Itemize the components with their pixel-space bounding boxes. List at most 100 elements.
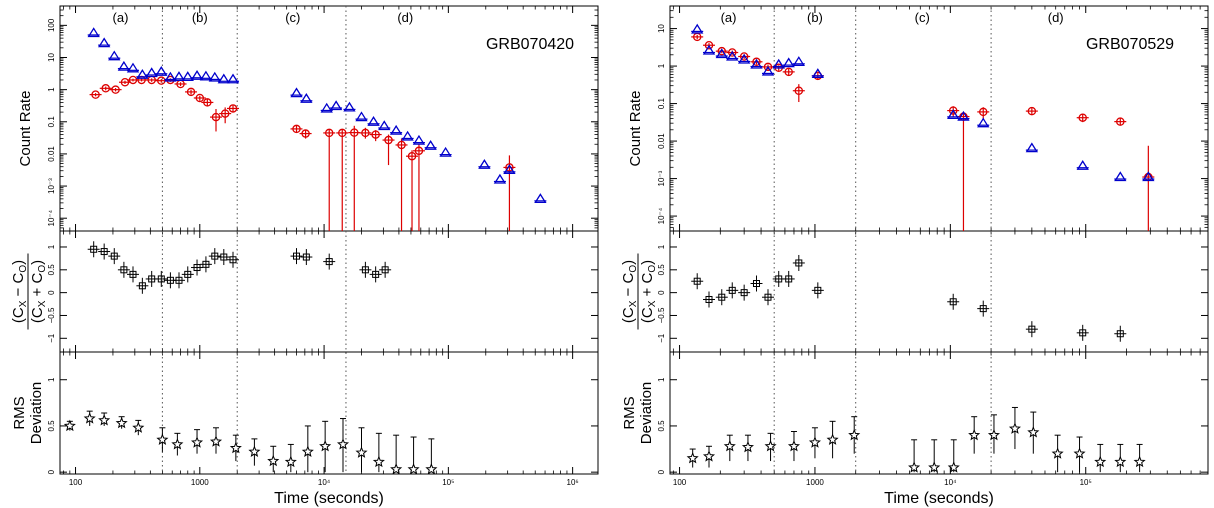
panel-frame: [669, 351, 1209, 475]
label-part: O: [628, 265, 639, 273]
hard-point: [503, 164, 516, 174]
soft-point: [739, 52, 749, 61]
rms-label-line2: Deviation: [28, 382, 45, 445]
rms-point: [229, 441, 242, 454]
ratio-point: [184, 270, 192, 278]
rms-points: [63, 410, 438, 474]
soft-point: [228, 104, 238, 113]
y-axis-label-hardness: (CX − CO)(CX + CO): [620, 253, 658, 330]
hard-point: [181, 71, 194, 81]
hard-point: [772, 58, 785, 69]
ratio-point: [381, 266, 389, 274]
ratio-point: [372, 270, 380, 278]
y-tick-label: 0.01: [47, 146, 56, 162]
rms-point: [947, 461, 960, 473]
ratio-point: [110, 252, 118, 260]
hard-point: [300, 93, 313, 103]
hard-point: [726, 50, 739, 61]
panel-frame: [59, 351, 599, 475]
label-part: ): [620, 260, 637, 265]
hard-point: [811, 68, 824, 79]
rms-point: [764, 439, 777, 452]
hardness-denominator: (CX + CO): [29, 260, 48, 323]
y-tick-label: 1: [47, 87, 56, 92]
y-tick-label: 10⁻³: [47, 178, 56, 194]
hard-point: [108, 50, 121, 61]
hard-point: [343, 101, 356, 112]
rms-point: [407, 463, 420, 474]
hard-point: [792, 56, 805, 66]
x-tick-label: 1000: [191, 478, 209, 487]
y-tick-label: 1: [47, 377, 56, 382]
hard-point: [117, 60, 131, 71]
hard-point: [155, 66, 168, 76]
rms-point: [319, 439, 332, 452]
soft-point: [505, 163, 514, 172]
x-tick-label: 10⁵: [1080, 478, 1092, 487]
rms-point: [908, 461, 921, 473]
hard-point: [977, 117, 990, 128]
y-tick-label: 10⁻³: [657, 170, 666, 186]
hardness-numerator: (CX − CO): [10, 260, 29, 323]
hard-point: [136, 69, 149, 79]
y-tick-label: 10⁻⁴: [657, 207, 666, 224]
segment-label: (d): [1048, 10, 1064, 25]
hard-point: [478, 159, 491, 169]
rms-point: [355, 446, 368, 458]
soft-point: [752, 57, 761, 67]
hard-point: [1114, 171, 1127, 182]
label-part: ): [639, 260, 656, 265]
hard-point: [493, 173, 507, 184]
x-axis-label: Time (seconds): [274, 490, 384, 507]
label-part: (C: [620, 307, 637, 323]
y-tick-label: 10⁻⁴: [47, 209, 56, 226]
ratio-point: [120, 266, 128, 274]
hard-point: [737, 53, 751, 64]
segment-label: (c): [915, 10, 930, 25]
hard-point: [761, 65, 775, 76]
ratio-point: [193, 264, 201, 272]
soft-point: [704, 40, 714, 50]
label-part: ): [10, 260, 27, 265]
soft-point: [350, 128, 359, 137]
rms-point: [723, 439, 736, 452]
panel-frame: [59, 230, 599, 353]
hard-point: [439, 146, 452, 157]
soft-point: [111, 85, 120, 94]
y-tick-label: −0.5: [47, 307, 56, 323]
ratio-point: [795, 259, 803, 267]
rms-point: [1051, 447, 1064, 459]
ratio-point: [718, 293, 726, 301]
hard-point: [190, 70, 204, 80]
label-part: O: [37, 265, 48, 273]
y-tick-label: 0: [657, 469, 666, 474]
hard-point: [378, 120, 391, 131]
label-part: (C: [639, 307, 656, 323]
y-tick-label: 0.5: [47, 264, 56, 276]
y-tick-label: 1: [657, 377, 666, 382]
ratio-point: [728, 286, 736, 294]
hardness-points: [691, 254, 1127, 342]
y-tick-label: 0.1: [47, 116, 56, 128]
count-rate-points: [691, 23, 1155, 231]
hard-point: [1025, 142, 1039, 153]
ratio-point: [785, 275, 793, 283]
label-part: X: [628, 300, 639, 307]
hard-point: [208, 71, 221, 82]
hard-point: [367, 116, 380, 126]
hard-point: [401, 130, 414, 141]
chart-title: GRB070529: [1086, 36, 1174, 53]
rms-point: [1094, 455, 1107, 468]
hard-point: [957, 110, 970, 121]
ratio-point: [752, 280, 760, 288]
label-part: X: [37, 300, 48, 307]
rms-point: [928, 461, 941, 473]
hard-point: [389, 124, 403, 135]
soft-point: [978, 107, 988, 117]
y-tick-label: −0.5: [657, 307, 666, 323]
rms-point: [1008, 422, 1021, 434]
y-tick-label: 0: [657, 290, 666, 295]
ratio-point: [148, 275, 156, 283]
hard-point: [199, 70, 213, 81]
